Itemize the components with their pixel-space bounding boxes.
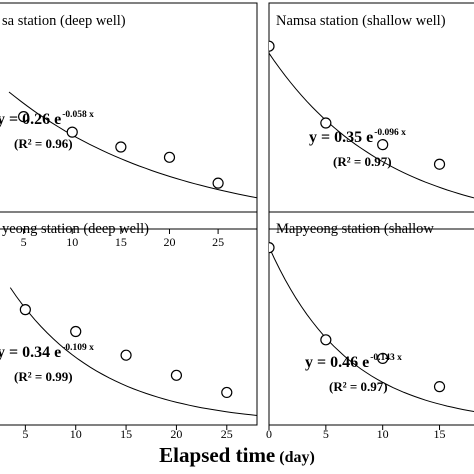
- fit-line: [269, 52, 474, 199]
- x-tick-label: 5: [323, 427, 329, 441]
- panel-frame: [0, 2, 258, 230]
- x-tick-label: 15: [115, 235, 127, 249]
- data-point: [320, 334, 332, 346]
- fit-equation-base: y = 0.34 e: [0, 344, 61, 361]
- x-tick-label: 20: [163, 235, 175, 249]
- panel-1: sa station (deep well) y = 0.26 e-0.058 x…: [0, 2, 258, 249]
- data-point: [120, 349, 132, 361]
- panel-frame: [268, 211, 474, 426]
- fit-equation-exponent: -0.096 x: [374, 128, 406, 138]
- x-axis-label: Elapsed time (day): [159, 443, 315, 467]
- fit-line: [9, 287, 257, 416]
- data-point: [269, 242, 275, 254]
- r-squared: (R² = 0.99): [14, 369, 73, 384]
- data-point: [19, 304, 31, 316]
- data-point: [320, 117, 332, 129]
- x-axis-label-unit: (day): [279, 449, 315, 466]
- fit-equation-base: y = 0.26 e: [0, 111, 61, 128]
- data-point: [66, 126, 78, 138]
- x-tick-label: 15: [434, 427, 446, 441]
- data-point: [163, 151, 176, 163]
- x-tick-label: 10: [66, 235, 78, 249]
- fit-line: [269, 246, 474, 412]
- data-point: [221, 386, 233, 399]
- plot-area: [269, 242, 474, 412]
- data-point: [377, 139, 389, 151]
- panel-frame: [268, 2, 474, 230]
- fit-equation: y = 0.35 e-0.096 x: [309, 128, 406, 146]
- panel-frame: [0, 211, 258, 426]
- x-tick-label: 25: [221, 427, 233, 441]
- fit-equation-base: y = 0.46 e: [305, 354, 369, 371]
- data-point: [70, 325, 82, 338]
- x-tick-label: 15: [120, 427, 132, 441]
- fit-equation-exponent: -0.109 x: [62, 343, 94, 353]
- x-tick-label: 20: [170, 427, 182, 441]
- data-point: [212, 177, 224, 189]
- r-squared: (R² = 0.97): [329, 379, 388, 394]
- fit-equation: y = 0.26 e-0.058 x: [0, 110, 94, 128]
- r-squared: (R² = 0.97): [333, 154, 392, 169]
- panel-title: yeong station (deep well): [2, 221, 149, 237]
- x-tick-label: 5: [21, 235, 27, 249]
- x-axis-label-main: Elapsed time: [159, 443, 275, 467]
- panel-3: yeong station (deep well) y = 0.34 e-0.10…: [0, 211, 258, 441]
- data-point: [269, 40, 275, 52]
- x-tick-label: 10: [377, 427, 389, 441]
- panel-title: Namsa station (shallow well): [276, 13, 446, 29]
- x-tick-label: 25: [212, 235, 224, 249]
- fit-equation-exponent: -0.058 x: [62, 110, 94, 120]
- data-point: [433, 158, 446, 170]
- data-point: [170, 369, 183, 381]
- panel-title: Mapyeong station (shallow: [276, 221, 434, 237]
- x-tick-label: 0: [266, 427, 272, 441]
- plot-area: [269, 40, 474, 199]
- data-point: [115, 141, 127, 153]
- data-point: [433, 381, 446, 393]
- panel-2: Namsa station (shallow well) y = 0.35 e-0…: [268, 2, 474, 230]
- plot-area: [8, 91, 257, 199]
- r-squared: (R² = 0.96): [14, 136, 73, 151]
- data-point: [18, 111, 30, 123]
- fit-equation: y = 0.46 e-0.143 x: [305, 353, 402, 371]
- fit-equation: y = 0.34 e-0.109 x: [0, 343, 94, 361]
- fit-line: [8, 91, 257, 199]
- fit-equation-base: y = 0.35 e: [309, 129, 373, 146]
- panel-title: sa station (deep well): [2, 13, 126, 29]
- panel-4: Mapyeong station (shallow y = 0.46 e-0.14…: [266, 211, 474, 441]
- x-tick-label: 10: [70, 427, 82, 441]
- fit-equation-exponent: -0.143 x: [370, 353, 402, 363]
- plot-area: [9, 287, 257, 416]
- data-point: [377, 352, 389, 364]
- x-tick-label: 5: [22, 427, 28, 441]
